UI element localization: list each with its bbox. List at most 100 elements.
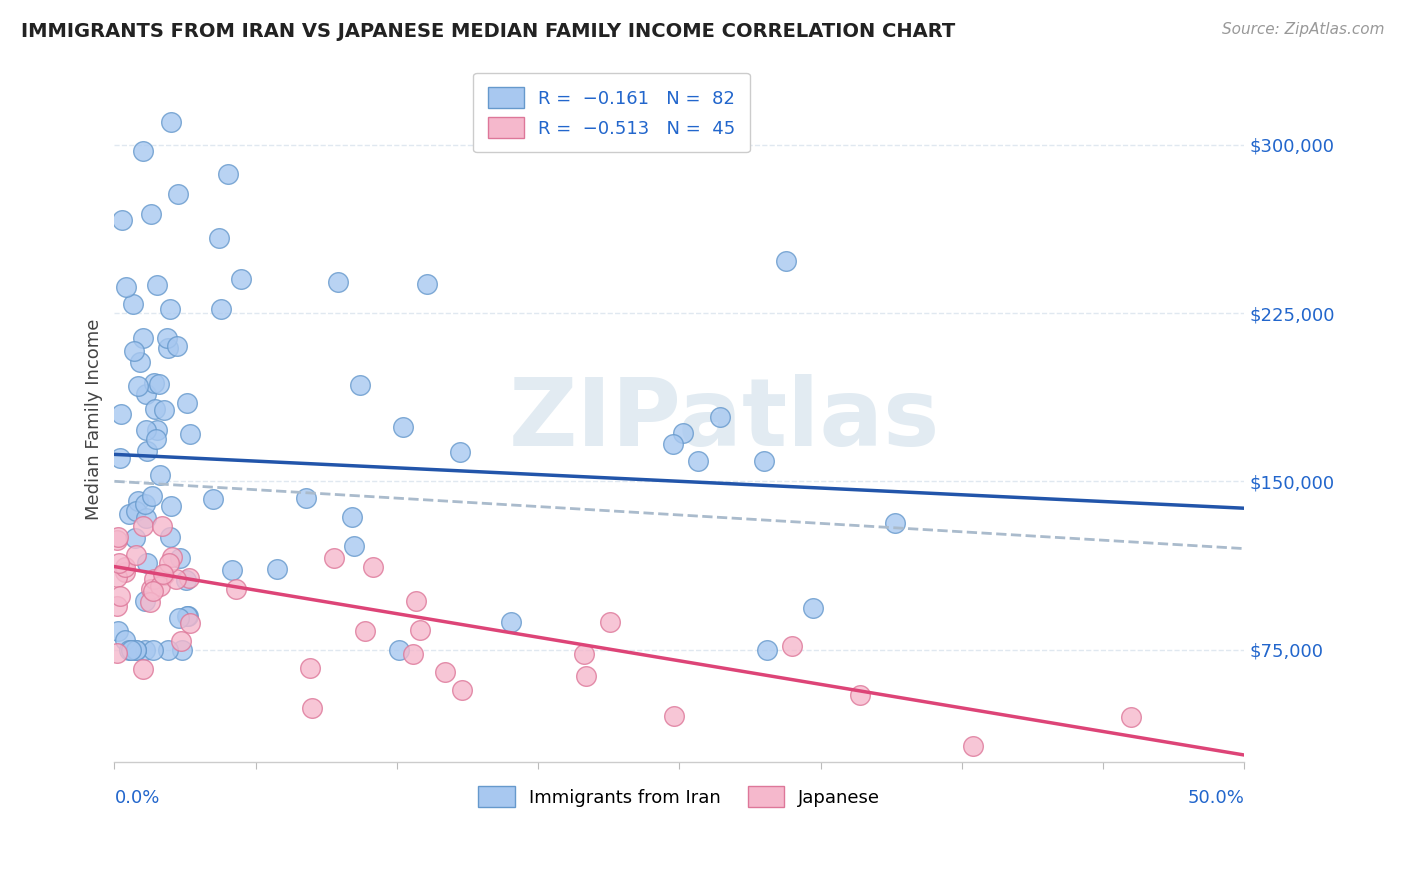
Point — [326, 275, 349, 289]
Point — [160, 499, 183, 513]
Point — [361, 560, 384, 574]
Point — [416, 277, 439, 292]
Point — [156, 331, 179, 345]
Point — [125, 504, 148, 518]
Point — [134, 594, 156, 608]
Point — [128, 355, 150, 369]
Point — [146, 277, 169, 292]
Point — [146, 423, 169, 437]
Point — [105, 646, 128, 660]
Point — [122, 344, 145, 359]
Point — [142, 584, 165, 599]
Point — [114, 559, 136, 574]
Point — [159, 115, 181, 129]
Point — [160, 550, 183, 565]
Point — [1121, 710, 1143, 724]
Point — [449, 445, 471, 459]
Point — [229, 272, 252, 286]
Point — [801, 600, 824, 615]
Point — [132, 519, 155, 533]
Point — [295, 491, 318, 506]
Point — [139, 582, 162, 596]
Point — [108, 557, 131, 571]
Point — [157, 556, 180, 570]
Point — [349, 378, 371, 392]
Point — [176, 395, 198, 409]
Point — [167, 611, 190, 625]
Point — [574, 669, 596, 683]
Point — [110, 590, 132, 604]
Point — [572, 647, 595, 661]
Point — [142, 642, 165, 657]
Point — [124, 642, 146, 657]
Y-axis label: Median Family Income: Median Family Income — [86, 319, 103, 520]
Point — [208, 231, 231, 245]
Point — [266, 562, 288, 576]
Point — [388, 642, 411, 657]
Point — [148, 376, 170, 391]
Point — [672, 425, 695, 440]
Point — [118, 507, 141, 521]
Point — [962, 739, 984, 753]
Point — [114, 280, 136, 294]
Legend: Immigrants from Iran, Japanese: Immigrants from Iran, Japanese — [471, 779, 887, 814]
Point — [135, 511, 157, 525]
Point — [150, 519, 173, 533]
Point — [755, 642, 778, 657]
Point — [354, 624, 377, 638]
Point — [131, 331, 153, 345]
Point — [108, 451, 131, 466]
Point — [139, 595, 162, 609]
Point — [125, 548, 148, 562]
Point — [170, 633, 193, 648]
Point — [136, 556, 159, 570]
Point — [110, 407, 132, 421]
Point — [107, 624, 129, 639]
Text: Source: ZipAtlas.com: Source: ZipAtlas.com — [1222, 22, 1385, 37]
Point — [166, 187, 188, 202]
Point — [118, 642, 141, 657]
Point — [165, 572, 187, 586]
Point — [225, 582, 247, 597]
Point — [450, 682, 472, 697]
Point — [433, 665, 456, 679]
Point — [134, 642, 156, 657]
Point — [143, 402, 166, 417]
Point — [405, 593, 427, 607]
Point — [105, 599, 128, 613]
Point — [179, 427, 201, 442]
Point — [105, 570, 128, 584]
Point — [153, 568, 176, 582]
Point — [709, 409, 731, 424]
Point — [402, 647, 425, 661]
Point — [340, 510, 363, 524]
Point — [159, 302, 181, 317]
Text: 50.0%: 50.0% — [1188, 789, 1244, 807]
Point — [145, 432, 167, 446]
Text: ZIPatlas: ZIPatlas — [509, 374, 941, 466]
Point — [409, 624, 432, 638]
Point — [166, 339, 188, 353]
Point — [122, 296, 145, 310]
Point — [179, 615, 201, 630]
Point — [125, 642, 148, 657]
Point — [392, 419, 415, 434]
Point — [141, 207, 163, 221]
Point — [176, 609, 198, 624]
Point — [688, 454, 710, 468]
Point — [884, 516, 907, 530]
Point — [343, 539, 366, 553]
Point — [105, 533, 128, 548]
Point — [142, 572, 165, 586]
Text: IMMIGRANTS FROM IRAN VS JAPANESE MEDIAN FAMILY INCOME CORRELATION CHART: IMMIGRANTS FROM IRAN VS JAPANESE MEDIAN … — [21, 22, 955, 41]
Point — [149, 467, 172, 482]
Point — [153, 402, 176, 417]
Point — [202, 491, 225, 506]
Point — [323, 551, 346, 566]
Point — [135, 423, 157, 437]
Point — [114, 565, 136, 579]
Point — [141, 489, 163, 503]
Point — [127, 379, 149, 393]
Point — [107, 530, 129, 544]
Point — [134, 497, 156, 511]
